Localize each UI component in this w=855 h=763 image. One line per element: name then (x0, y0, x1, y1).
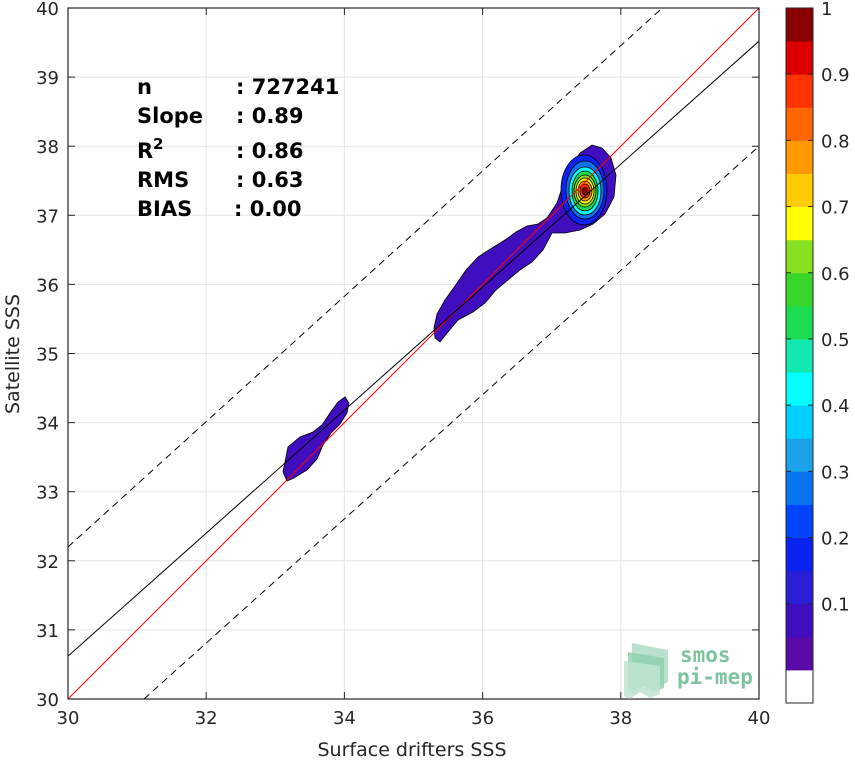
y-tick-labels: 30 31 32 33 34 35 36 37 38 39 40 (36, 0, 59, 711)
stat-r2-sup: 2 (153, 135, 163, 153)
y-tick-label: 31 (36, 621, 59, 642)
reference-lines (68, 8, 759, 699)
density-region-small (282, 396, 350, 482)
colorbar-tick-label: 0.5 (821, 330, 850, 351)
y-tick-label: 37 (36, 206, 59, 227)
x-axis-title: Surface drifters SSS (318, 739, 507, 761)
x-tick-label: 34 (333, 708, 356, 729)
stat-rms-label: RMS (137, 168, 189, 192)
smos-pi-mep-logo: smos pi-mep (624, 643, 753, 699)
colorbar-tick-label: 0.4 (821, 396, 850, 417)
colorbar-segment (786, 74, 813, 108)
colorbar-segment (786, 636, 813, 671)
colorbar-segment (786, 570, 813, 605)
logo-text-pi-mep: pi-mep (677, 665, 753, 689)
x-tick-label: 36 (471, 708, 494, 729)
colorbar (786, 8, 813, 704)
stats-box: n : 727241 Slope : 0.89 R 2 : 0.86 RMS :… (137, 75, 339, 221)
colorbar-segment (786, 140, 813, 174)
colorbar-segment (786, 372, 813, 406)
y-tick-label: 34 (36, 414, 59, 435)
one-to-one-line (68, 8, 759, 699)
stat-n-label: n (137, 75, 152, 99)
colorbar-segment (786, 41, 813, 75)
colorbar-segment (786, 107, 813, 141)
stat-r2-label: R (137, 139, 153, 163)
y-tick-label: 38 (36, 137, 59, 158)
colorbar-segment (786, 405, 813, 439)
colorbar-segment (786, 471, 813, 505)
y-tick-label: 39 (36, 68, 59, 89)
stat-r2-value: : 0.86 (236, 139, 304, 163)
colorbar-tick-label: 0.6 (821, 264, 850, 285)
y-tick-label: 33 (36, 483, 59, 504)
colorbar-ticks: 0.1 0.2 0.3 0.4 0.5 0.6 0.7 0.8 0.9 1 (786, 0, 850, 616)
colorbar-tick-label: 0.3 (821, 462, 850, 483)
x-tick-label: 38 (609, 708, 632, 729)
y-axis-title: Satellite SSS (2, 294, 24, 414)
colorbar-segment (786, 504, 813, 539)
grid (67, 7, 760, 700)
colorbar-segment (786, 173, 813, 208)
lower-bound-line (143, 145, 759, 699)
colorbar-tick-label: 0.2 (821, 529, 850, 550)
density-level-10 (581, 186, 589, 196)
logo-wave-front (624, 661, 660, 699)
logo-text-smos: smos (680, 643, 731, 667)
x-tick-label: 30 (57, 708, 80, 729)
colorbar-tick-label: 1 (821, 0, 832, 20)
colorbar-tick-label: 0.8 (821, 131, 850, 152)
y-tick-label: 35 (36, 345, 59, 366)
upper-bound-line (68, 8, 663, 548)
x-tick-label: 40 (748, 708, 771, 729)
x-tick-labels: 30 32 34 36 38 40 (57, 708, 771, 729)
colorbar-segment (786, 206, 813, 241)
plot-frame (67, 7, 760, 700)
colorbar-segment (786, 305, 813, 340)
stat-slope-label: Slope (137, 104, 203, 128)
stat-n-value: : 727241 (236, 75, 339, 99)
colorbar-frame (785, 7, 814, 704)
colorbar-tick-label: 0.7 (821, 198, 850, 219)
colorbar-segment (786, 8, 813, 42)
stat-rms-value: : 0.63 (236, 168, 304, 192)
colorbar-segment (786, 669, 813, 704)
density-contours (282, 144, 617, 482)
colorbar-tick-label: 0.1 (821, 595, 850, 616)
colorbar-segment (786, 272, 813, 307)
x-tick-label: 32 (195, 708, 218, 729)
colorbar-segment (786, 239, 813, 274)
colorbar-segment (786, 438, 813, 472)
y-tick-label: 36 (36, 275, 59, 296)
y-tick-label: 30 (36, 690, 59, 711)
colorbar-tick-label: 0.9 (821, 65, 850, 86)
regression-line (68, 40, 759, 657)
colorbar-segment (786, 537, 813, 572)
stat-bias-label: BIAS (137, 197, 192, 221)
stat-bias-value: : 0.00 (234, 197, 302, 221)
colorbar-segment (786, 338, 813, 373)
y-tick-label: 40 (36, 0, 59, 20)
colorbar-segment (786, 603, 813, 638)
y-tick-label: 32 (36, 552, 59, 573)
stat-slope-value: : 0.89 (236, 104, 304, 128)
